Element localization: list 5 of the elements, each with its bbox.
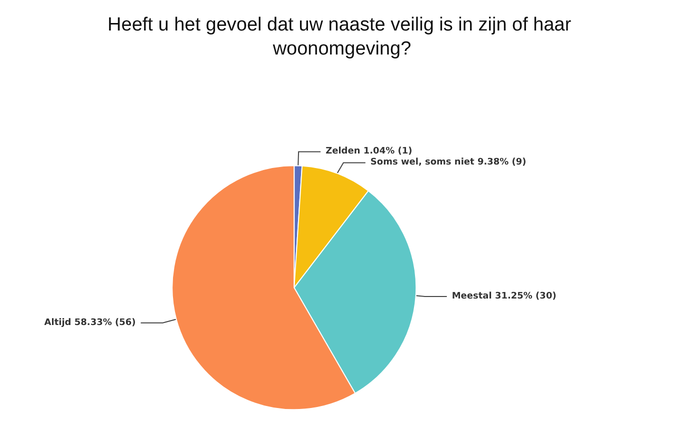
slice-label: Altijd 58.33% (56) <box>44 318 136 328</box>
slice-label: Soms wel, soms niet 9.38% (9) <box>370 158 526 168</box>
slice-label: Meestal 31.25% (30) <box>452 292 556 302</box>
chart-title: Heeft u het gevoel dat uw naaste veilig is in zijn of haar woonomgeving? <box>108 14 576 60</box>
slice-label: Zelden 1.04% (1) <box>326 146 412 157</box>
